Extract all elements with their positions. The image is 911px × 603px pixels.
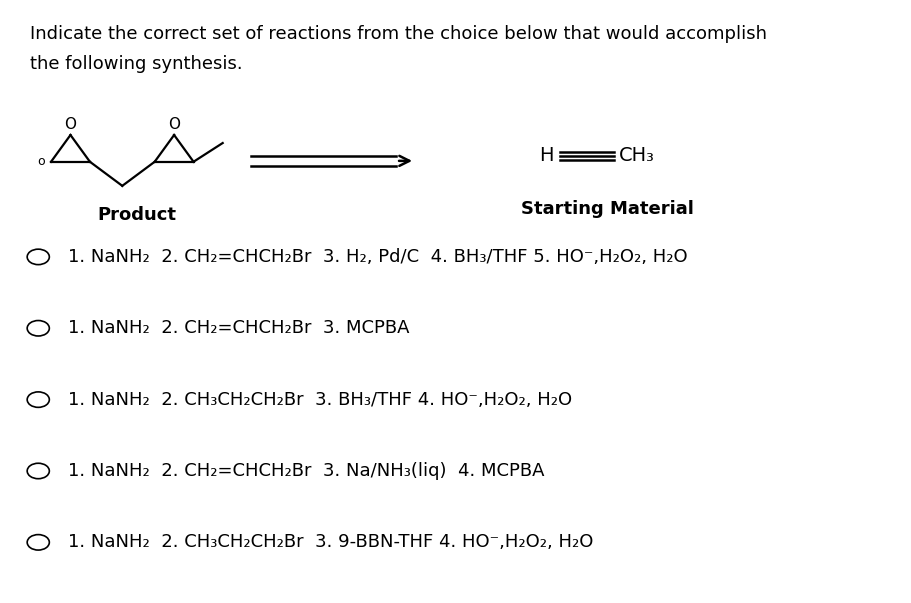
Text: CH₃: CH₃ bbox=[618, 147, 654, 165]
Text: 1. NaNH₂  2. CH₂=CHCH₂Br  3. H₂, Pd/C  4. BH₃/THF 5. HO⁻,H₂O₂, H₂O: 1. NaNH₂ 2. CH₂=CHCH₂Br 3. H₂, Pd/C 4. B… bbox=[68, 248, 687, 266]
Text: 1. NaNH₂  2. CH₃CH₂CH₂Br  3. 9-BBN-THF 4. HO⁻,H₂O₂, H₂O: 1. NaNH₂ 2. CH₃CH₂CH₂Br 3. 9-BBN-THF 4. … bbox=[68, 533, 593, 551]
Text: 1. NaNH₂  2. CH₃CH₂CH₂Br  3. BH₃/THF 4. HO⁻,H₂O₂, H₂O: 1. NaNH₂ 2. CH₃CH₂CH₂Br 3. BH₃/THF 4. HO… bbox=[68, 391, 571, 409]
Text: o: o bbox=[37, 155, 45, 168]
Text: Starting Material: Starting Material bbox=[520, 200, 693, 218]
Text: O: O bbox=[65, 117, 77, 132]
Text: Indicate the correct set of reactions from the choice below that would accomplis: Indicate the correct set of reactions fr… bbox=[30, 25, 766, 43]
Text: Product: Product bbox=[97, 206, 176, 224]
Text: 1. NaNH₂  2. CH₂=CHCH₂Br  3. Na/NH₃(liq)  4. MCPBA: 1. NaNH₂ 2. CH₂=CHCH₂Br 3. Na/NH₃(liq) 4… bbox=[68, 462, 544, 480]
Text: H: H bbox=[538, 147, 553, 165]
Text: O: O bbox=[168, 117, 179, 132]
Text: 1. NaNH₂  2. CH₂=CHCH₂Br  3. MCPBA: 1. NaNH₂ 2. CH₂=CHCH₂Br 3. MCPBA bbox=[68, 319, 409, 337]
Text: the following synthesis.: the following synthesis. bbox=[30, 55, 242, 73]
